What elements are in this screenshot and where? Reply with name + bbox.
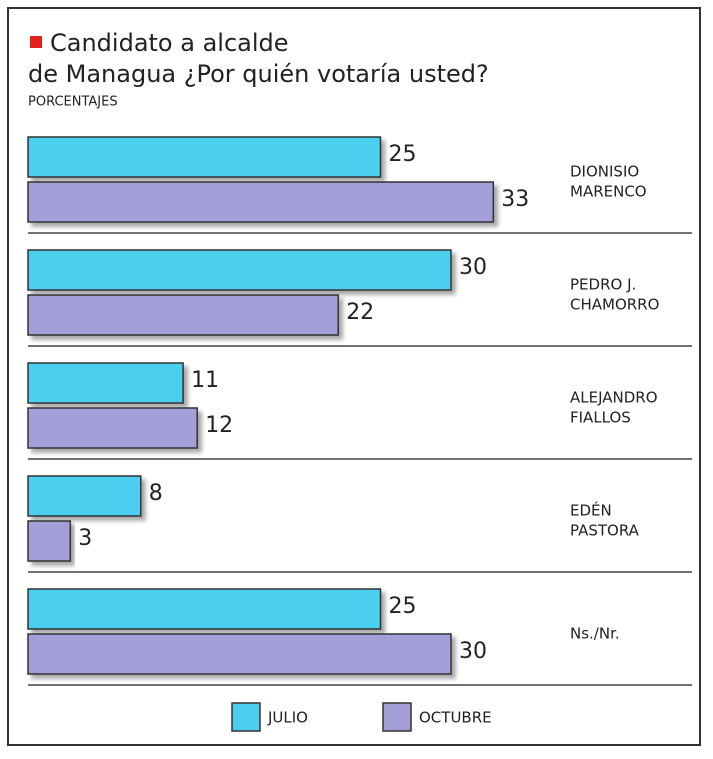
- value-label: 3: [78, 526, 92, 551]
- category-label: DIONISIO: [570, 163, 639, 181]
- bar: [27, 475, 142, 517]
- bar: [27, 588, 382, 630]
- category-label: Ns./Nr.: [570, 625, 620, 643]
- legend-label: JULIO: [267, 709, 308, 727]
- bar: [27, 136, 382, 178]
- value-label: 33: [501, 187, 529, 212]
- category-label: FIALLOS: [570, 409, 631, 427]
- chart-title: Candidato a alcalde: [50, 29, 289, 57]
- value-label: 12: [205, 413, 233, 438]
- legend-swatch: [382, 702, 412, 732]
- title-marker: [30, 36, 42, 48]
- chart-subtitle: PORCENTAJES: [28, 95, 118, 110]
- bar: [27, 520, 72, 562]
- legend-swatch: [231, 702, 261, 732]
- bar: [27, 249, 452, 291]
- value-label: 11: [191, 368, 219, 393]
- value-label: 8: [149, 481, 163, 506]
- legend-label: OCTUBRE: [419, 709, 492, 727]
- bar: [27, 407, 198, 449]
- bar: [27, 294, 339, 336]
- value-label: 25: [389, 594, 417, 619]
- value-label: 30: [459, 255, 487, 280]
- value-label: 22: [346, 300, 374, 325]
- bar: [27, 181, 495, 223]
- category-label: MARENCO: [570, 183, 647, 201]
- category-label: PEDRO J.: [570, 276, 636, 294]
- category-label: PASTORA: [570, 522, 640, 540]
- chart-title: de Managua ¿Por quién votaría usted?: [28, 60, 489, 88]
- bar: [27, 362, 184, 404]
- category-label: CHAMORRO: [570, 296, 659, 314]
- category-label: ALEJANDRO: [570, 389, 658, 407]
- value-label: 25: [389, 142, 417, 167]
- bar: [27, 633, 452, 675]
- category-label: EDÉN: [570, 501, 612, 520]
- value-label: 30: [459, 639, 487, 664]
